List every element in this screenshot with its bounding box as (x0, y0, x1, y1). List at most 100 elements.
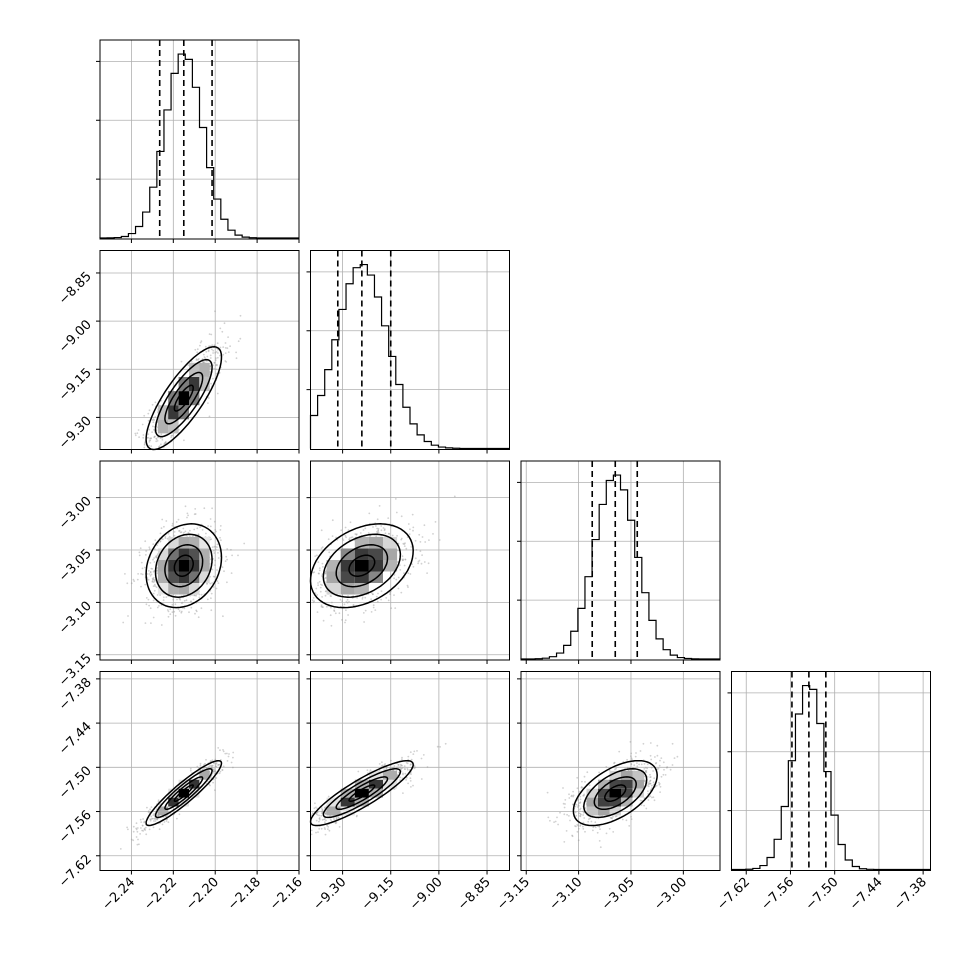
scatter-point (161, 823, 164, 826)
scatter-point (369, 769, 372, 771)
scatter-point (316, 811, 319, 813)
scatter-point (199, 344, 201, 347)
scatter-point (206, 583, 208, 585)
scatter-point (666, 766, 669, 768)
scatter-point (218, 772, 221, 775)
scatter-point (426, 766, 429, 768)
scatter-point (141, 829, 144, 832)
scatter-point (579, 815, 581, 817)
scatter-point (559, 811, 561, 814)
scatter-point (151, 431, 154, 433)
x-tick-label: −8.85 (455, 875, 494, 914)
scatter-point (417, 560, 420, 563)
scatter-point (640, 763, 643, 766)
scatter-point (387, 599, 390, 602)
scatter-point (160, 527, 163, 530)
scatter-point (207, 397, 210, 399)
scatter-point (579, 812, 582, 815)
scatter-point (402, 772, 404, 775)
scatter-point (409, 780, 412, 782)
scatter-point (571, 834, 573, 837)
scatter-point (313, 600, 316, 603)
scatter-point (144, 583, 147, 586)
scatter-point (211, 764, 214, 767)
scatter-point (399, 763, 402, 766)
scatter-point (315, 819, 318, 822)
y-tick-label: −9.15 (56, 365, 95, 404)
scatter-point (626, 766, 629, 769)
scatter-point (676, 755, 679, 758)
scatter-point (362, 612, 365, 614)
scatter-point (361, 598, 364, 600)
scatter-point (208, 765, 211, 768)
scatter-point (387, 532, 390, 535)
density-cell (178, 377, 189, 392)
scatter-point (635, 752, 637, 754)
scatter-point (142, 436, 145, 439)
scatter-point (136, 830, 139, 833)
scatter-point (207, 349, 210, 352)
density-cell (598, 779, 610, 789)
scatter-point (207, 525, 210, 527)
scatter-point (135, 822, 138, 825)
scatter-point (144, 829, 147, 831)
scatter-point (213, 367, 216, 370)
scatter-point (160, 624, 163, 626)
scatter-point (644, 780, 646, 782)
scatter-point (176, 817, 178, 820)
scatter-point (318, 817, 321, 819)
scatter-point (175, 521, 178, 523)
scatter-point (126, 826, 128, 829)
scatter-point (633, 764, 636, 767)
scatter-point (190, 606, 193, 609)
scatter-point (195, 594, 197, 597)
scatter-point (211, 344, 214, 346)
scatter-point (598, 840, 601, 842)
scatter-point (321, 584, 323, 586)
scatter-point (644, 766, 647, 769)
scatter-point (397, 587, 400, 590)
scatter-point (316, 814, 319, 816)
scatter-point (158, 445, 161, 447)
scatter-point (327, 538, 330, 541)
scatter-point (659, 759, 661, 762)
scatter-point (165, 815, 168, 818)
scatter-point (649, 776, 652, 778)
scatter-point (646, 763, 649, 766)
scatter-point (669, 768, 672, 771)
scatter-point (132, 578, 135, 581)
scatter-point (649, 776, 651, 778)
scatter-point (546, 791, 549, 794)
scatter-point (214, 765, 217, 767)
scatter-point (214, 548, 217, 551)
scatter-point (148, 548, 151, 550)
scatter-point (397, 549, 399, 552)
scatter-point (162, 599, 165, 602)
scatter-point (169, 613, 172, 616)
scatter-point (150, 573, 153, 576)
contour-2 (154, 768, 213, 819)
scatter-point (402, 559, 404, 561)
density-cells (157, 536, 210, 595)
scatter-point (577, 839, 580, 842)
scatter-point (219, 536, 221, 539)
scatter-point (659, 785, 662, 788)
x-tick-label: −7.62 (714, 875, 753, 914)
density-cell (586, 806, 598, 816)
density-cell (178, 548, 189, 560)
scatter-point (232, 766, 234, 769)
scatter-point (654, 756, 656, 758)
scatter-point (222, 615, 224, 618)
scatter-point (138, 436, 141, 438)
scatter-point (163, 821, 166, 823)
scatter-point (311, 812, 314, 815)
scatter-point (423, 561, 426, 563)
scatter-point (208, 333, 211, 335)
scatter-point (135, 828, 138, 831)
scatter-point (407, 523, 410, 525)
scatter-point (357, 770, 360, 773)
x-tick-label: −3.05 (599, 875, 638, 914)
panel-1-0: −9.30 −9.15 −9.00 −8.85 (56, 250, 300, 454)
x-tick-label: −7.56 (759, 875, 798, 914)
scatter-point (579, 798, 582, 801)
